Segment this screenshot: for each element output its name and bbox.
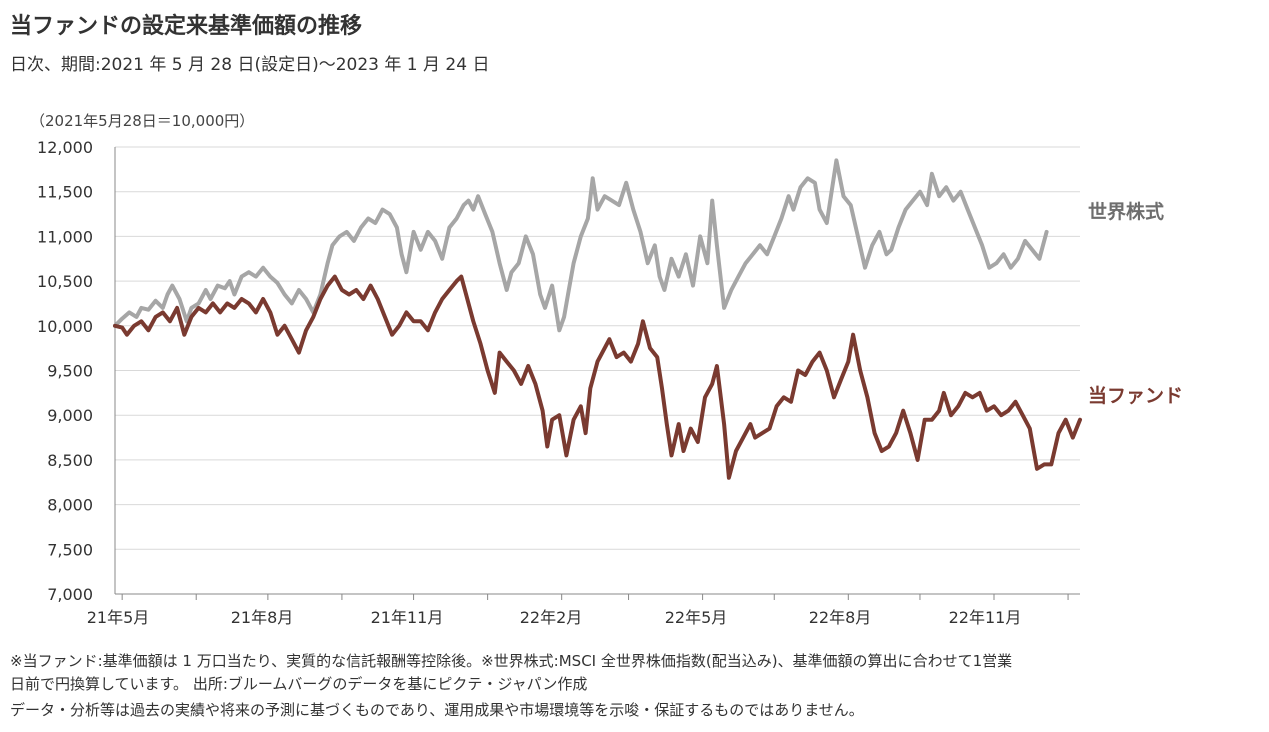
y-tick-label: 12,000 xyxy=(37,138,93,157)
y-tick-label: 10,500 xyxy=(37,272,93,291)
x-tick-label: 22年2月 xyxy=(520,608,583,627)
series-label: 世界株式 xyxy=(1088,200,1164,223)
y-tick-label: 7,000 xyxy=(47,585,93,604)
base-value-note: （2021年5月28日＝10,000円） xyxy=(30,112,255,130)
y-tick-label: 8,500 xyxy=(47,451,93,470)
fund-line xyxy=(113,274,1082,480)
y-tick-label: 11,000 xyxy=(37,227,93,246)
x-tick-label: 22年11月 xyxy=(949,608,1022,627)
y-tick-label: 10,000 xyxy=(37,317,93,336)
footnote-line-3: データ・分析等は過去の実績や将来の予測に基づくものであり、運用成果や市場環境等を… xyxy=(10,701,864,719)
y-tick-label: 9,500 xyxy=(47,362,93,381)
footnote-line-1: ※当ファンド:基準価額は 1 万口当たり、実質的な信託報酬等控除後。※世界株式:… xyxy=(10,652,1013,670)
y-tick-label: 9,000 xyxy=(47,406,93,425)
x-tick-label: 21年11月 xyxy=(371,608,444,627)
footnote-line-2: 日前で円換算しています。 出所:ブルームバーグのデータを基にピクテ・ジャパン作成 xyxy=(10,675,588,693)
y-tick-label: 8,000 xyxy=(47,496,93,515)
x-tick-label: 21年8月 xyxy=(231,608,294,627)
x-tick-label: 21年5月 xyxy=(87,608,150,627)
series-label: 当ファンド xyxy=(1088,384,1183,407)
world-stocks-line xyxy=(113,158,1049,333)
x-tick-label: 22年5月 xyxy=(665,608,728,627)
y-tick-label: 11,500 xyxy=(37,183,93,202)
chart-subtitle: 日次、期間:2021 年 5 月 28 日(設定日)～2023 年 1 月 24… xyxy=(10,55,490,75)
x-tick-label: 22年8月 xyxy=(809,608,872,627)
chart-title: 当ファンドの設定来基準価額の推移 xyxy=(10,14,363,39)
y-tick-label: 7,500 xyxy=(47,540,93,559)
